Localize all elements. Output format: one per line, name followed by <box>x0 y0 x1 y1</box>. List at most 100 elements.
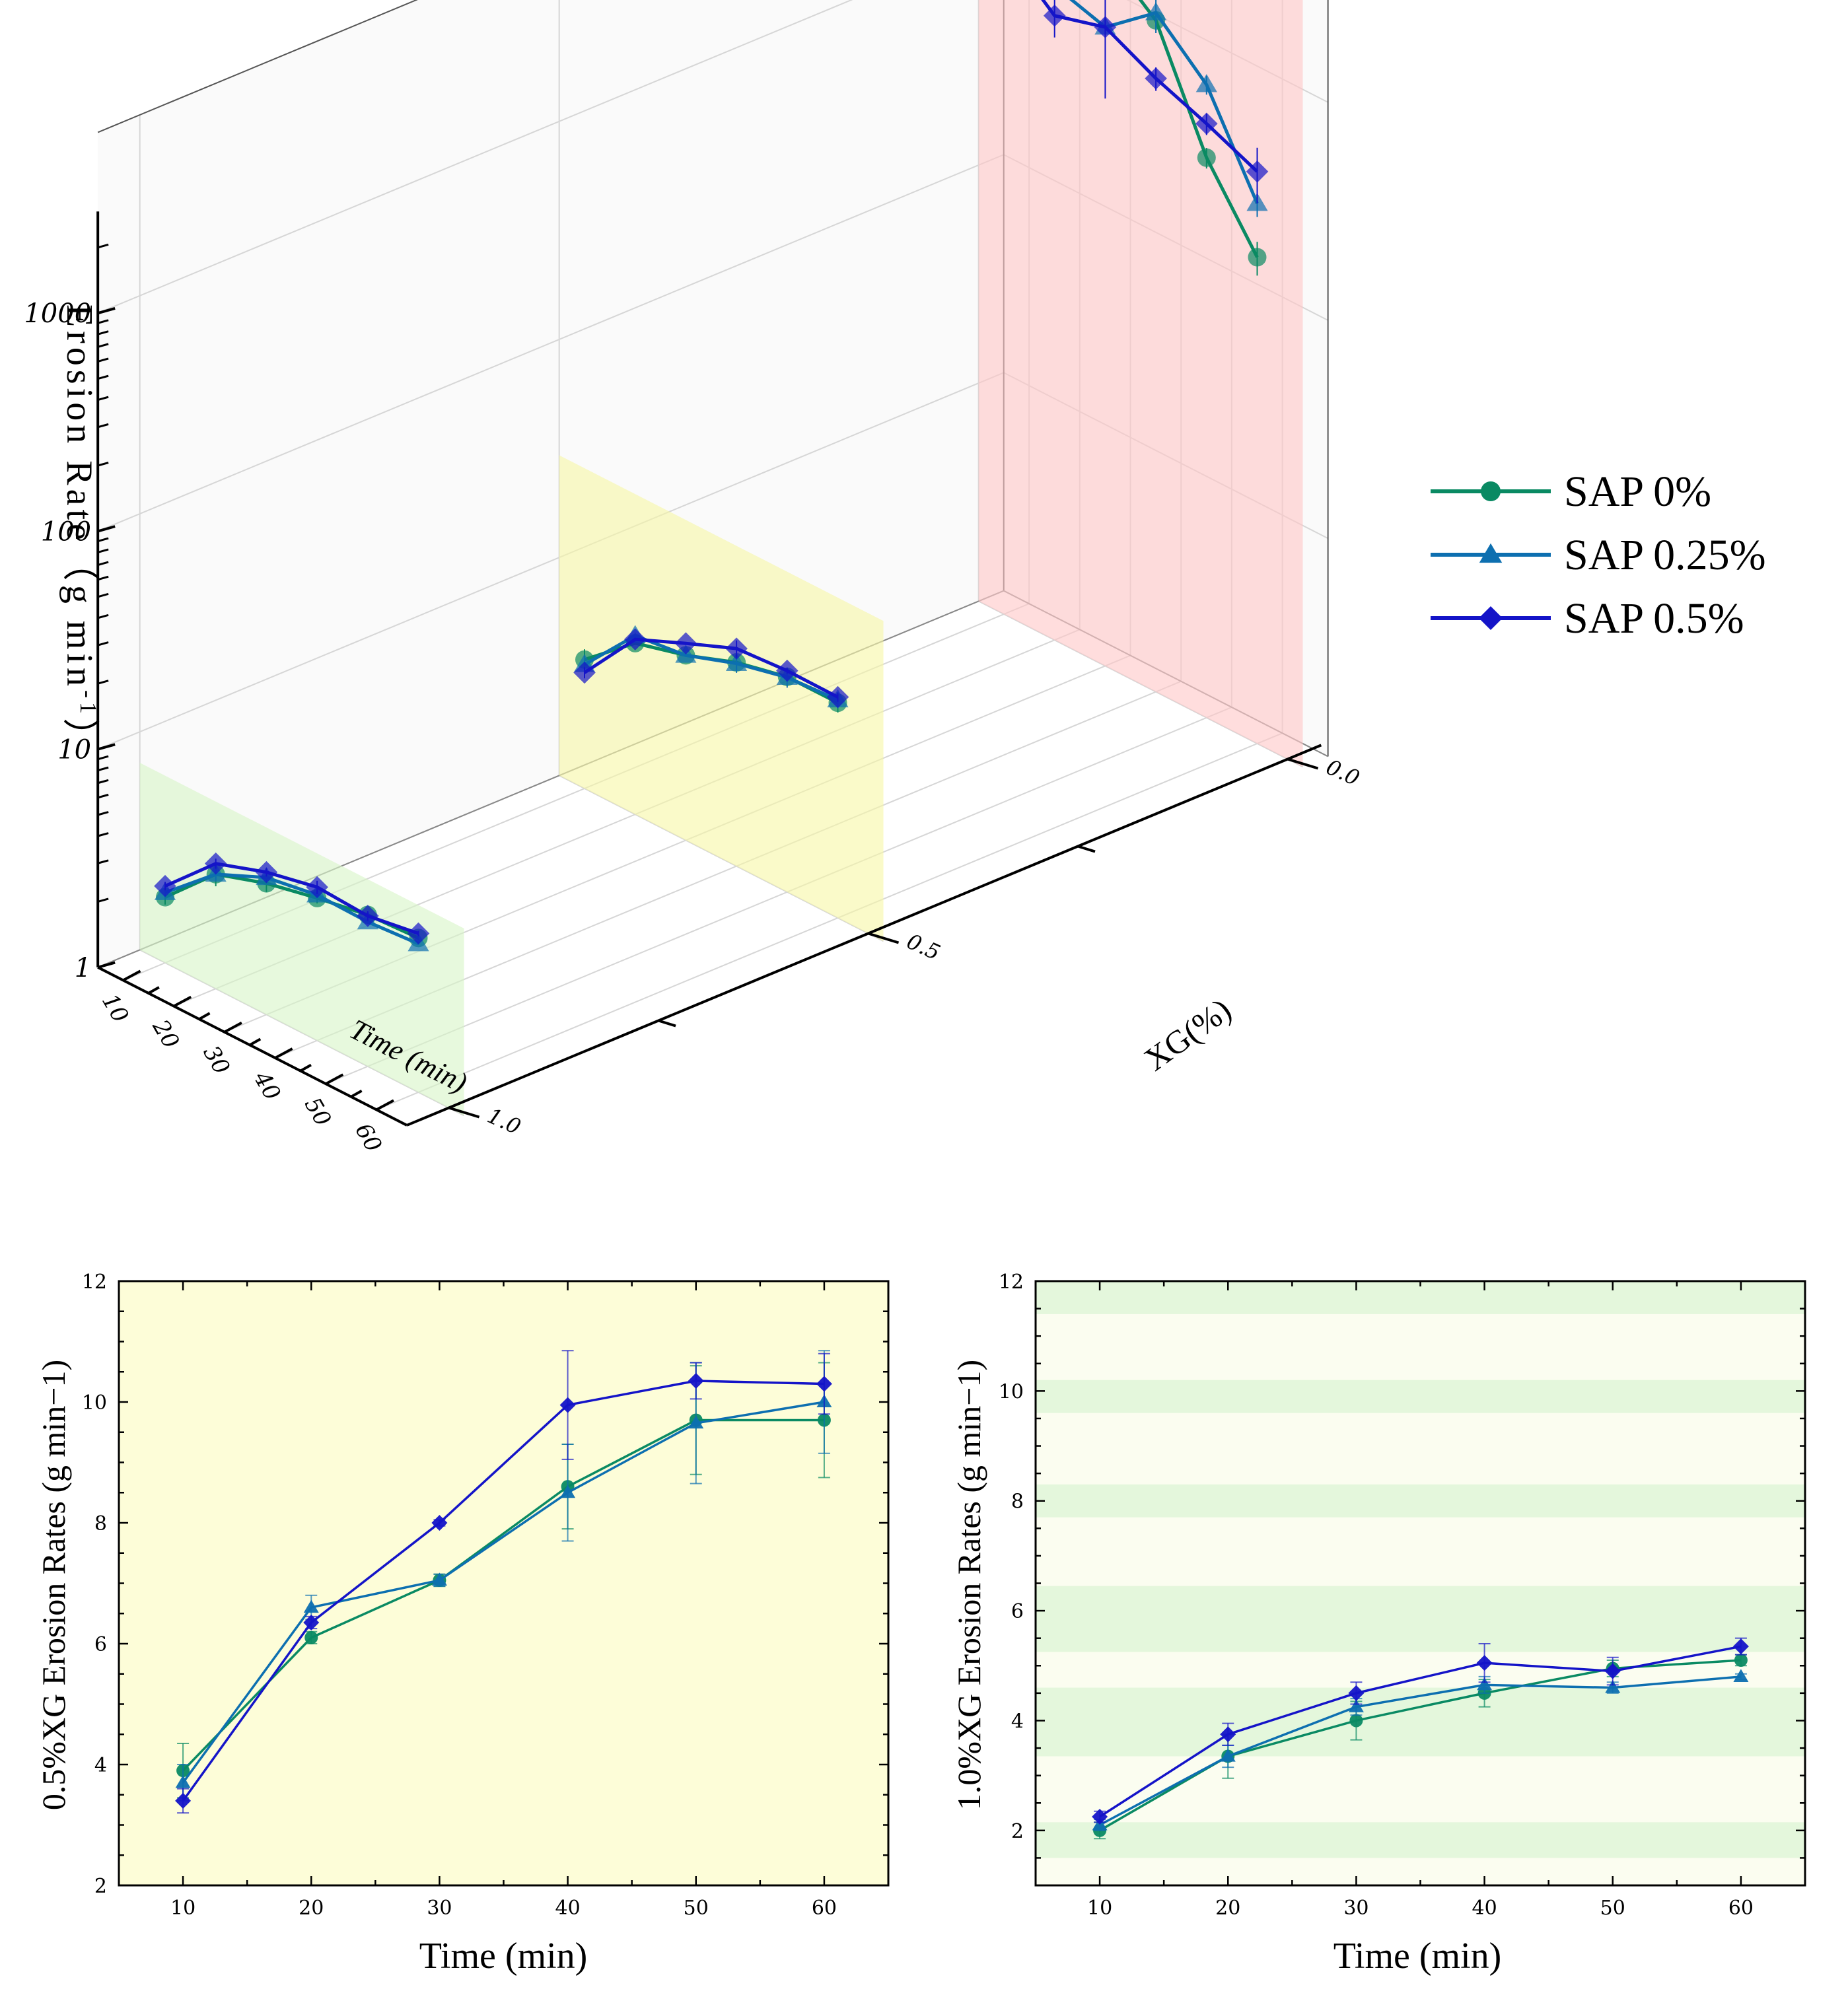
z-tick <box>97 859 109 864</box>
series-marker <box>688 1372 704 1389</box>
series-marker <box>1220 1726 1236 1743</box>
3d-marker <box>1094 16 1117 38</box>
time-tick-label: 50 <box>299 1093 336 1131</box>
z-tick <box>97 575 109 581</box>
z-tick <box>97 423 109 429</box>
xg-axis-line <box>406 744 1322 1127</box>
x-tick-label: 40 <box>555 1897 580 1920</box>
time-tick-label: 10 <box>96 989 133 1027</box>
3d-marker <box>1248 248 1267 267</box>
legend: SAP 0% SAP 0.25% SAP 0.5% <box>1431 468 1766 643</box>
xg-tick <box>658 1019 676 1028</box>
background-band <box>1036 1281 1805 1314</box>
time-tick-label: 40 <box>248 1067 285 1105</box>
series-line <box>182 1380 824 1802</box>
xg-tick <box>867 932 900 944</box>
series-marker <box>175 1774 191 1788</box>
3d-marker <box>1145 2 1167 20</box>
pane-left <box>98 0 1004 967</box>
series-marker <box>303 1614 320 1630</box>
z-tick <box>97 306 116 315</box>
series-marker <box>1732 1638 1749 1655</box>
x-tick-label: 60 <box>812 1897 837 1920</box>
xg-tick-label: 1.0 <box>483 1103 524 1139</box>
time-tick <box>325 1073 344 1085</box>
time-tick <box>274 1047 293 1059</box>
box-edge-top-left <box>97 0 418 133</box>
series-marker <box>559 1397 576 1413</box>
3d-marker <box>154 874 176 897</box>
chart-0.5xg-x-label: Time (min) <box>419 1936 588 1977</box>
grid-t-floor-4 <box>325 707 1232 1085</box>
3d-z-label-text: Erosion Rate（g min <box>59 304 100 690</box>
svg-text:Erosion Rate（g min-1）: Erosion Rate（g min-1） <box>59 304 102 759</box>
z-tick-label: 10 <box>57 735 91 765</box>
series-marker <box>1734 1653 1748 1667</box>
z-tick <box>97 766 109 772</box>
z-tick <box>97 243 109 249</box>
chart-1.0xg-y-label: 1.0%XG Erosion Rates (g min−1) <box>950 1360 987 1810</box>
z-tick-label: 1000 <box>24 298 91 329</box>
3d-marker <box>726 652 748 671</box>
z-tick <box>97 396 109 402</box>
grid-z-left-2 <box>97 154 1005 532</box>
time-tick-label: 20 <box>147 1014 184 1053</box>
panel-xg-0.0 <box>978 0 1303 767</box>
z-tick <box>97 832 109 837</box>
z-tick <box>97 743 116 751</box>
z-tick <box>97 330 109 335</box>
z-tick <box>97 793 109 799</box>
3d-z-axis-label: Erosion Rate（g min-1） <box>59 304 102 759</box>
background-band <box>1036 1822 1805 1858</box>
3d-marker <box>1043 4 1066 27</box>
3d-marker <box>1195 74 1217 92</box>
x-tick-label: 10 <box>1087 1897 1112 1920</box>
z-tick <box>97 525 116 533</box>
time-tick <box>223 1022 242 1034</box>
z-tick <box>97 755 109 761</box>
3d-series-line <box>1069 0 1259 205</box>
xg-tick <box>1077 845 1096 853</box>
y-tick-label: 12 <box>82 1271 107 1294</box>
z-tick <box>97 613 109 619</box>
z-tick <box>97 811 109 816</box>
x-tick-label: 10 <box>170 1897 195 1920</box>
series-marker <box>1605 1680 1621 1693</box>
x-tick-label: 50 <box>684 1897 709 1920</box>
3d-series-line <box>1041 0 1259 173</box>
z-tick <box>97 462 109 467</box>
x-tick-label: 20 <box>1215 1897 1240 1920</box>
series-marker <box>304 1630 318 1644</box>
x-tick-label: 60 <box>1728 1897 1754 1920</box>
chart-1.0xg-x-label: Time (min) <box>1333 1936 1502 1977</box>
y-tick-label: 10 <box>999 1380 1024 1403</box>
3d-series-line <box>1138 0 1259 258</box>
series-marker <box>431 1572 447 1586</box>
background-band <box>1036 1380 1805 1413</box>
y-tick-label: 4 <box>1011 1710 1024 1733</box>
time-tick <box>350 1090 363 1098</box>
z-tick <box>97 641 109 647</box>
3d-marker <box>776 659 799 682</box>
3d-z-label-sup: -1 <box>75 690 102 718</box>
series-line <box>1099 1675 1742 1827</box>
x-tick-label: 30 <box>427 1897 452 1920</box>
legend-marker <box>1479 606 1503 630</box>
3d-marker <box>1195 112 1218 135</box>
y-tick-label: 6 <box>94 1633 107 1656</box>
x-tick-label: 40 <box>1472 1897 1497 1920</box>
time-tick <box>173 995 192 1008</box>
xg-tick <box>448 1106 480 1119</box>
time-tick <box>249 1037 262 1047</box>
series-line <box>182 1401 825 1784</box>
grid-z-left-1 <box>97 372 1005 750</box>
3d-series-line <box>164 872 419 946</box>
z-tick <box>97 561 109 566</box>
y-tick-label: 10 <box>82 1391 107 1415</box>
3d-marker <box>573 661 596 684</box>
z-tick <box>97 548 109 553</box>
series-marker <box>1220 1749 1236 1762</box>
xg-tick-label: 0.5 <box>903 928 944 965</box>
